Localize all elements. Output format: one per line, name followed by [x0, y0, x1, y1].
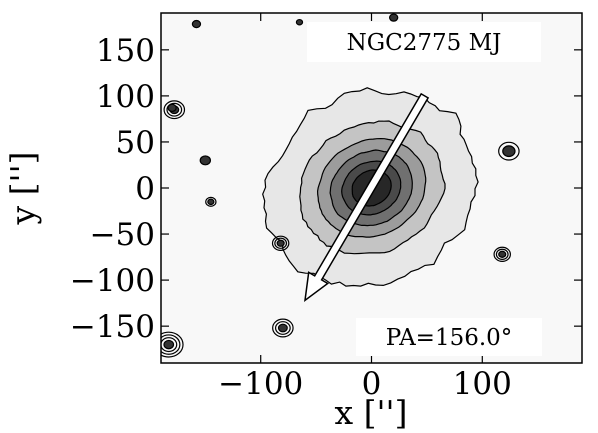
star-6 [493, 246, 511, 263]
star-4 [271, 235, 290, 251]
star-5 [498, 141, 520, 161]
star-2 [161, 331, 184, 358]
x-tick-label-0: −100 [218, 366, 303, 402]
star-9 [199, 155, 212, 166]
y-tick-label-3: 0 [135, 171, 155, 207]
axis-ticks: −100 0 100 150 100 50 0 −50 −100 −150 [70, 13, 582, 402]
object-label-box [307, 22, 541, 62]
star-12 [295, 18, 304, 26]
position-angle-arrow [304, 92, 430, 303]
pa-label-box [356, 318, 542, 356]
star-7 [167, 103, 177, 113]
object-label: NGC2775 MJ [347, 30, 502, 56]
plot-content [161, 13, 520, 358]
x-axis-label: x [''] [335, 393, 408, 432]
y-tick-label-2: 50 [116, 125, 155, 161]
y-axis-label: y [''] [3, 151, 42, 225]
y-tick-label-6: −150 [70, 309, 155, 345]
y-tick-label-1: 100 [96, 79, 155, 115]
y-tick-label-0: 150 [96, 33, 155, 69]
x-tick-label-2: 100 [453, 366, 512, 402]
x-tick-label-1: 0 [362, 366, 382, 402]
y-tick-label-4: −50 [90, 217, 155, 253]
y-tick-label-5: −100 [70, 263, 155, 299]
star-8 [205, 196, 217, 207]
pa-label: PA=156.0° [386, 325, 513, 351]
star-11 [388, 13, 399, 22]
star-10 [191, 19, 202, 29]
star-3 [272, 318, 294, 338]
